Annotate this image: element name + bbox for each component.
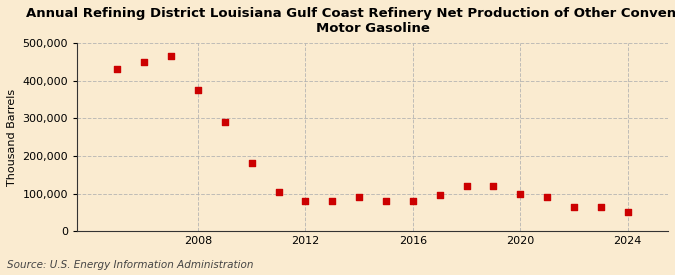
Point: [542, 195, 553, 200]
Point: [381, 199, 392, 203]
Point: [622, 210, 633, 214]
Title: Annual Refining District Louisiana Gulf Coast Refinery Net Production of Other C: Annual Refining District Louisiana Gulf …: [26, 7, 675, 35]
Y-axis label: Thousand Barrels: Thousand Barrels: [7, 89, 17, 186]
Point: [408, 199, 418, 203]
Point: [327, 199, 338, 203]
Point: [273, 189, 284, 194]
Point: [488, 184, 499, 188]
Point: [515, 191, 526, 196]
Point: [300, 199, 311, 203]
Point: [434, 193, 445, 198]
Point: [219, 120, 230, 124]
Point: [112, 67, 123, 72]
Point: [354, 195, 364, 200]
Point: [246, 161, 257, 166]
Text: Source: U.S. Energy Information Administration: Source: U.S. Energy Information Administ…: [7, 260, 253, 270]
Point: [595, 205, 606, 209]
Point: [166, 54, 177, 58]
Point: [568, 205, 579, 209]
Point: [139, 60, 150, 64]
Point: [461, 184, 472, 188]
Point: [192, 88, 203, 92]
